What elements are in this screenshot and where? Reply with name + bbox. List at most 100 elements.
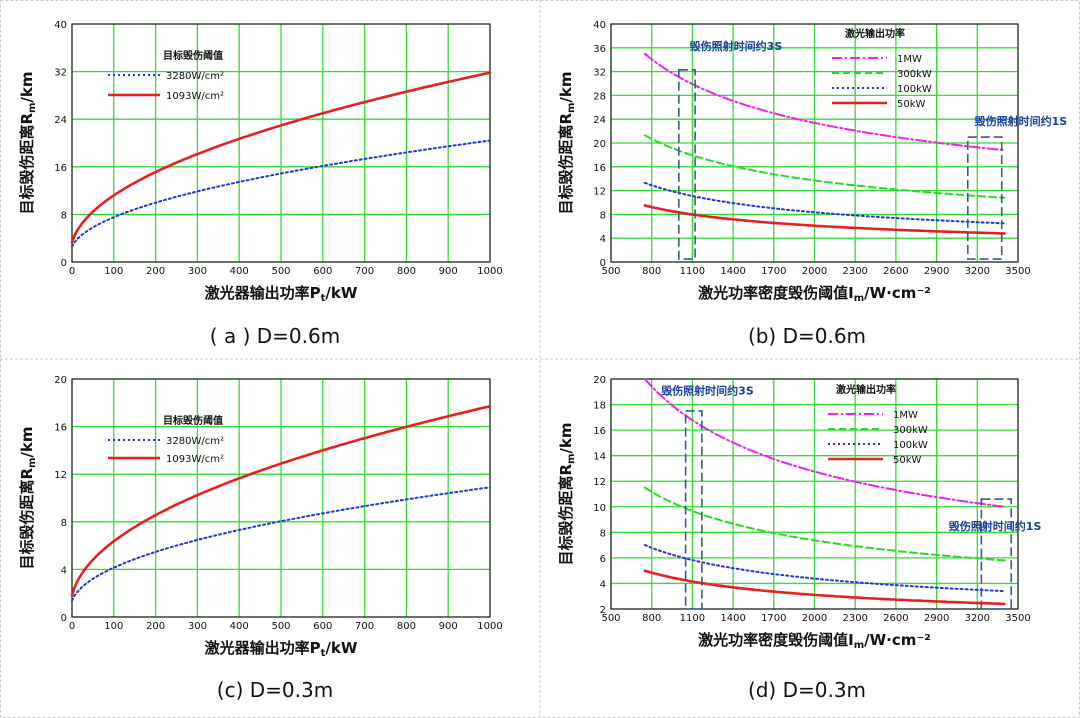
y-tick-label: 8 bbox=[600, 210, 606, 221]
x-tick-label: 3500 bbox=[1005, 266, 1030, 277]
y-tick-label: 24 bbox=[593, 115, 606, 126]
x-tick-label: 100 bbox=[104, 621, 123, 632]
x-tick-label: 700 bbox=[355, 266, 374, 277]
y-axis-title-sub: m bbox=[27, 103, 38, 113]
y-tick-label: 14 bbox=[593, 452, 606, 463]
highlight-box bbox=[684, 410, 703, 610]
legend-label: 100kW bbox=[897, 84, 932, 95]
x-tick-label: 500 bbox=[601, 266, 620, 277]
x-tick-label: 500 bbox=[271, 266, 290, 277]
y-tick-label: 10 bbox=[593, 503, 606, 514]
x-tick-label: 800 bbox=[642, 266, 661, 277]
x-tick-label: 1400 bbox=[720, 266, 745, 277]
y-tick-label: 16 bbox=[593, 163, 606, 174]
plot-frame bbox=[610, 378, 1019, 610]
highlight-box bbox=[678, 69, 696, 260]
y-tick-label: 8 bbox=[61, 210, 67, 221]
panel-caption: (c) D=0.3m bbox=[217, 678, 333, 702]
plot-frame bbox=[610, 23, 1019, 263]
x-tick-label: 900 bbox=[439, 621, 458, 632]
x-tick-label: 2600 bbox=[883, 266, 908, 277]
legend-label: 1093W/cm² bbox=[166, 454, 224, 465]
x-tick-label: 300 bbox=[188, 266, 207, 277]
x-tick-label: 200 bbox=[146, 621, 165, 632]
series-line-300kw bbox=[643, 486, 1006, 562]
y-tick-label: 32 bbox=[593, 68, 606, 79]
y-axis-title-tail: /km bbox=[18, 426, 36, 457]
legend-label: 1MW bbox=[897, 54, 922, 65]
plot-frame bbox=[71, 378, 491, 618]
y-tick-label: 4 bbox=[600, 579, 606, 590]
y-tick-label: 16 bbox=[54, 163, 67, 174]
x-tick-label: 400 bbox=[230, 621, 249, 632]
y-tick-label: 20 bbox=[54, 375, 67, 386]
x-tick-label: 0 bbox=[69, 266, 75, 277]
x-tick-label: 800 bbox=[397, 621, 416, 632]
x-axis-title-main: 激光器输出功率P bbox=[205, 639, 321, 657]
x-tick-label: 1100 bbox=[680, 613, 705, 624]
x-axis-title: 激光功率密度毁伤阈值Im/W·cm⁻² bbox=[698, 284, 931, 304]
annotation-text: 毁伤照射时间约1S bbox=[949, 519, 1042, 533]
x-tick-label: 2900 bbox=[924, 266, 949, 277]
legend-label: 50kW bbox=[897, 99, 926, 110]
x-axis-title-sub: t bbox=[321, 293, 326, 304]
x-axis-title-sub: t bbox=[321, 648, 326, 659]
x-tick-label: 2300 bbox=[842, 613, 867, 624]
legend-label: 50kW bbox=[893, 455, 922, 466]
annotation-text: 毁伤照射时间约3S bbox=[661, 383, 754, 397]
legend-label: 3280W/cm² bbox=[166, 71, 224, 82]
legend-label: 300kW bbox=[897, 69, 932, 80]
y-tick-label: 36 bbox=[593, 44, 606, 55]
series-line-1mw bbox=[643, 52, 1006, 152]
x-tick-label: 2300 bbox=[842, 266, 867, 277]
x-tick-label: 900 bbox=[439, 266, 458, 277]
series-line-50kw bbox=[643, 204, 1006, 235]
y-tick-label: 4 bbox=[600, 234, 606, 245]
chart-panel-3: 0 100 200 300 400 500 600 700 800 900 1000 0 4 8 12 16 2… bbox=[18, 375, 503, 702]
x-tick-label: 200 bbox=[146, 266, 165, 277]
y-tick-label: 32 bbox=[54, 68, 67, 79]
y-tick-label: 16 bbox=[593, 426, 606, 437]
x-tick-label: 800 bbox=[642, 613, 661, 624]
y-tick-label: 40 bbox=[54, 20, 67, 31]
y-axis-title: 目标毁伤距离Rm/km bbox=[18, 71, 38, 214]
x-tick-label: 100 bbox=[104, 266, 123, 277]
y-axis-title-sub: m bbox=[566, 103, 577, 113]
y-tick-label: 12 bbox=[593, 187, 606, 198]
series-line-100kw bbox=[643, 544, 1006, 593]
series-line-3280wcm bbox=[71, 486, 491, 602]
x-axis-title-tail: /kW bbox=[325, 639, 357, 657]
x-tick-label: 2600 bbox=[883, 613, 908, 624]
legend-label: 3280W/cm² bbox=[166, 436, 224, 447]
y-axis-title: 目标毁伤距离Rm/km bbox=[557, 422, 577, 565]
legend-title: 激光输出功率 bbox=[836, 383, 896, 396]
x-tick-label: 1700 bbox=[761, 266, 786, 277]
series-line-1093wcm bbox=[70, 405, 492, 597]
plot-frame bbox=[71, 23, 491, 263]
x-tick-label: 0 bbox=[69, 621, 75, 632]
x-tick-label: 500 bbox=[271, 621, 290, 632]
highlight-box bbox=[980, 498, 1013, 610]
x-axis-title-main: 激光功率密度毁伤阈值I bbox=[698, 631, 854, 649]
legend-title: 目标毁伤阈值 bbox=[163, 49, 223, 62]
x-tick-label: 600 bbox=[313, 621, 332, 632]
y-tick-label: 6 bbox=[600, 554, 606, 565]
highlight-box bbox=[967, 136, 1003, 260]
x-axis-title: 激光功率密度毁伤阈值Im/W·cm⁻² bbox=[698, 631, 931, 651]
x-axis-title-main: 激光器输出功率P bbox=[205, 284, 321, 302]
x-axis-title-tail: /W·cm⁻² bbox=[864, 631, 931, 649]
legend-label: 300kW bbox=[893, 425, 928, 436]
x-axis-title-tail: /kW bbox=[325, 284, 357, 302]
x-axis-title: 激光器输出功率Pt/kW bbox=[205, 284, 358, 304]
legend-label: 1093W/cm² bbox=[166, 91, 224, 102]
x-tick-label: 600 bbox=[313, 266, 332, 277]
y-tick-label: 0 bbox=[61, 258, 67, 269]
y-axis-title-sub: m bbox=[27, 458, 38, 468]
x-axis-title-sub: m bbox=[854, 293, 864, 304]
chart-panel-4: 500 800 1100 1400 1700 2000 2300 2600 2900 3200 35… bbox=[557, 375, 1041, 702]
series-line-1093wcm bbox=[70, 71, 492, 244]
x-tick-label: 800 bbox=[397, 266, 416, 277]
y-axis-title: 目标毁伤距离Rm/km bbox=[18, 426, 38, 569]
legend-title: 激光输出功率 bbox=[845, 27, 905, 40]
